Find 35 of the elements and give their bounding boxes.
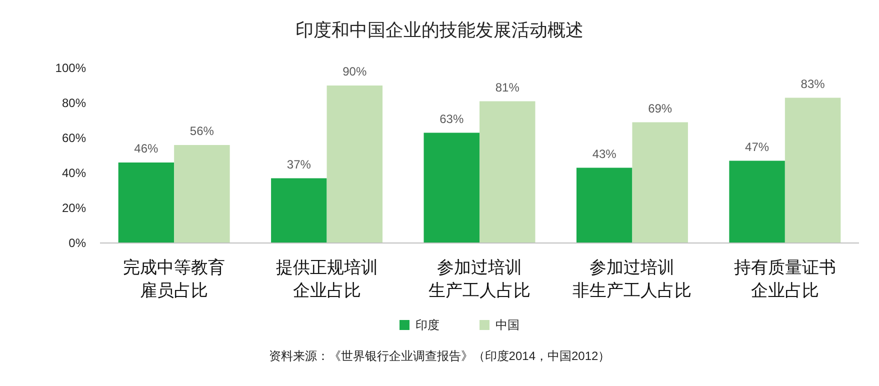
data-label: 37% bbox=[286, 157, 312, 172]
data-label: 63% bbox=[440, 112, 464, 126]
x-tick-label: 提供正规培训企业占比 bbox=[276, 258, 378, 300]
x-tick-label: 参加过培训非生产工人占比 bbox=[572, 258, 692, 300]
data-label: 83% bbox=[800, 76, 826, 91]
x-tick-label: 完成中等教育雇员占比 bbox=[123, 258, 226, 300]
data-label: 47% bbox=[745, 140, 770, 154]
bar bbox=[576, 168, 632, 243]
bar bbox=[174, 145, 230, 243]
data-label: 81% bbox=[495, 80, 520, 94]
y-tick-label: 40% bbox=[62, 166, 86, 180]
y-tick-label: 20% bbox=[62, 201, 86, 216]
x-tick-label: 持有质量证书企业占比 bbox=[734, 258, 836, 300]
data-label: 56% bbox=[190, 124, 214, 138]
chart-title: 印度和中国企业的技能发展活动概述 bbox=[296, 20, 584, 40]
y-tick-label: 60% bbox=[62, 131, 86, 146]
legend-label: 中国 bbox=[496, 318, 520, 332]
bar bbox=[729, 160, 785, 243]
y-tick-label: 80% bbox=[62, 96, 86, 110]
text: 资料来源：《世界银行企业调查报告》（印度2014，中国2012） bbox=[268, 349, 610, 363]
bar bbox=[784, 98, 841, 243]
bar bbox=[424, 132, 480, 243]
bar bbox=[271, 178, 327, 243]
bar bbox=[480, 101, 536, 243]
bar bbox=[118, 162, 174, 243]
y-tick-label: 100% bbox=[55, 61, 86, 76]
data-label: 43% bbox=[592, 146, 617, 161]
data-label: 46% bbox=[134, 142, 159, 156]
y-tick-label: 0% bbox=[68, 236, 86, 250]
data-label: 90% bbox=[342, 64, 367, 78]
bar bbox=[632, 122, 688, 243]
bar bbox=[326, 86, 383, 243]
x-tick-label: 参加过培训生产工人占比 bbox=[428, 258, 530, 300]
legend-label: 印度 bbox=[416, 318, 440, 332]
data-label: 69% bbox=[648, 101, 672, 116]
